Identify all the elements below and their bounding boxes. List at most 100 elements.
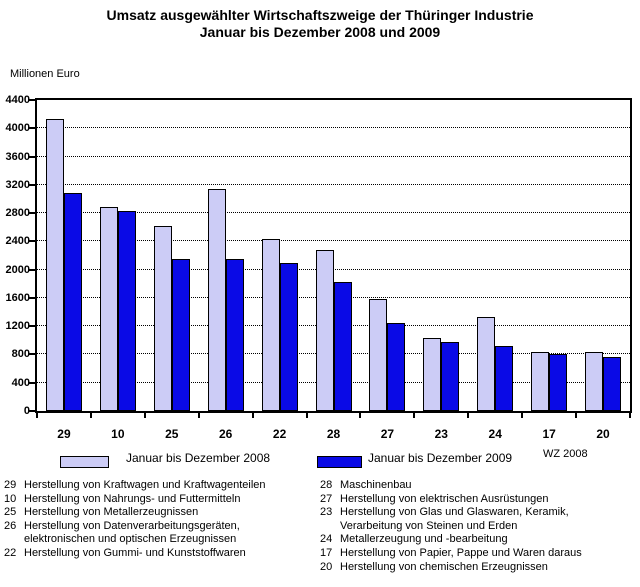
bar-2008-17 [531,351,550,411]
bar-2008-26 [207,189,226,411]
y-tick-mark [29,127,35,130]
y-tick-mark [29,183,35,186]
x-tick-mark [36,413,38,418]
gridline [37,155,630,157]
footnote-text: Herstellung von elektrischen Ausrüstunge… [340,492,549,505]
footnote-item: 24 Metallerzeugung und -bearbeitung [320,533,638,547]
footnote-text: Herstellung von Nahrungs- und Futtermitt… [24,492,241,505]
gridline [37,127,630,129]
legend-swatch-2008 [60,456,109,468]
y-tick-label: 2000 [5,263,30,276]
x-tick-mark [575,413,578,418]
bar-2008-23 [423,338,442,411]
y-tick-label: 3200 [5,178,30,191]
bar-2008-25 [153,225,172,411]
x-category-label: 26 [218,427,233,441]
footnote-item: 26 Herstellung von Datenverarbeitungsgerä… [4,520,316,547]
bar-2009-29 [63,192,82,411]
y-tick-label: 800 [11,348,30,361]
x-category-label: 27 [380,427,395,441]
bar-2009-17 [549,354,568,411]
x-tick-mark [521,413,524,418]
footnote-item: 20 Herstellung von chemischen Erzeugnisse… [320,561,638,575]
y-tick-label: 0 [23,405,30,417]
footnote-text: Herstellung von Datenverarbeitungsgeräte… [24,519,240,546]
x-tick-mark [413,413,416,418]
footnote-code: 23 [320,506,333,519]
y-tick-mark [29,155,35,158]
footnote-item: 25 Herstellung von Metallerzeugnissen [4,506,316,520]
footnote-code: 25 [4,506,17,519]
bar-2009-25 [171,259,190,411]
x-tick-mark [89,413,92,418]
x-category-label: 20 [596,427,610,441]
x-category-label: 17 [542,427,556,441]
footnote-code: 28 [320,479,333,491]
footnote-text: Maschinenbau [340,479,412,491]
bar-2008-28 [315,249,334,411]
bar-2009-27 [387,323,406,411]
bar-2008-29 [45,119,64,411]
y-tick-mark [29,99,35,101]
bar-2009-20 [603,357,622,411]
legend-label-2008: Januar bis Dezember 2008 [126,451,271,465]
y-tick-label: 1200 [5,320,30,333]
footnote-column-left: 29 Herstellung von Kraftwagen und Kraftwa… [4,479,316,561]
x-tick-mark [629,413,631,418]
x-category-label: 24 [488,427,502,441]
y-tick-mark [29,410,35,412]
y-tick-mark [29,296,35,299]
x-category-label: 23 [434,427,448,441]
footnote-code: 24 [320,533,333,546]
x-category-label: 28 [326,427,341,441]
footnote-code: 26 [4,519,17,532]
bar-2008-20 [585,351,604,411]
y-tick-label: 2800 [5,207,30,220]
y-tick-mark [29,240,35,243]
y-tick-mark [29,325,35,328]
footnote-text: Herstellung von Glas und Glaswaren, Kera… [340,506,569,532]
footnote-item: 10 Herstellung von Nahrungs- und Futtermi… [4,493,316,507]
y-tick-mark [29,381,35,384]
footnote-item: 28 Maschinenbau [320,479,638,493]
bar-2008-24 [477,317,496,411]
footnote-text: Herstellung von Gummi- und Kunststoffwar… [24,546,246,559]
gridline [37,183,630,185]
bar-2009-22 [279,262,298,411]
x-tick-mark [143,413,146,418]
footnote-code: 29 [4,479,17,491]
footnote-text: Metallerzeugung und -bearbeitung [340,533,508,546]
y-tick-label: 400 [11,376,30,389]
bar-2009-28 [333,282,352,411]
footnote-item: 17 Herstellung von Papier, Pappe und Ware… [320,547,638,561]
footnote-text: Herstellung von Metallerzeugnissen [24,506,199,519]
bar-2009-23 [441,342,460,411]
footnote-item: 23 Herstellung von Glas und Glaswaren, Ke… [320,506,638,533]
x-category-label: 29 [57,427,71,441]
y-tick-mark [29,268,35,271]
x-tick-mark [197,413,200,418]
bar-2009-10 [117,210,136,411]
bar-2009-24 [495,345,514,411]
footnote-code: 27 [320,492,333,505]
footnote-item: 27 Herstellung von elektrischen Ausrüstun… [320,493,638,507]
x-tick-mark [251,413,254,418]
chart-title-line2: Januar bis Dezember 2008 und 2009 [199,24,441,40]
footnote-text: Herstellung von Papier, Pappe und Waren … [340,546,582,559]
footnote-item: 29 Herstellung von Kraftwagen und Kraftwa… [4,479,316,493]
footnote-column-right: 28 Maschinenbau 27 Herstellung von elektris… [320,479,638,574]
gridline [37,240,630,242]
x-tick-mark [467,413,470,418]
footnote-code: 22 [4,546,17,559]
chart-title-line1: Umsatz ausgewählter Wirtschaftszweige de… [106,7,534,23]
y-tick-mark [29,353,35,356]
gridline [37,212,630,214]
y-tick-label: 2400 [5,235,30,248]
x-tick-mark [359,413,362,418]
classification-note: WZ 2008 [543,448,588,460]
footnote-code: 20 [320,560,333,573]
plot-area [35,98,632,413]
bar-2008-27 [369,299,388,411]
legend-swatch-2009 [317,456,362,468]
